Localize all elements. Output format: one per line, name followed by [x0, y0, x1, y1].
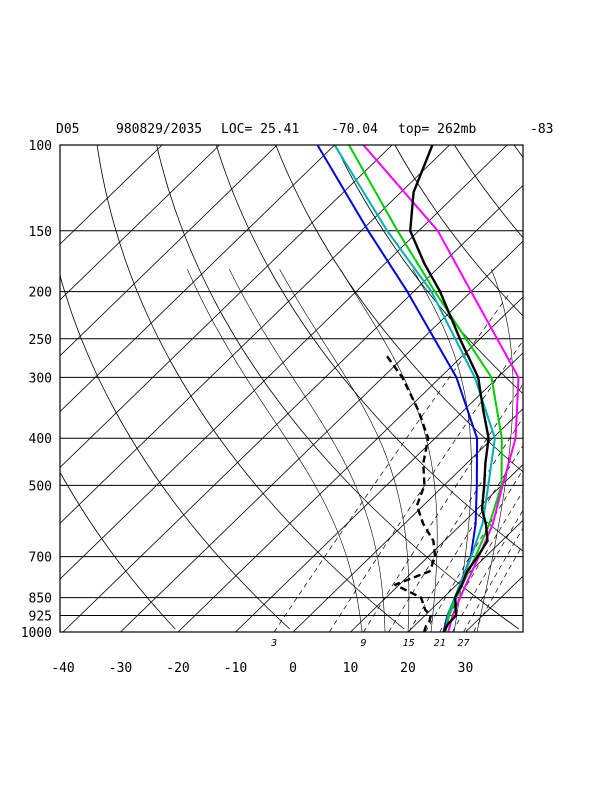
temperature-axis-labels: -40 -30 -20 -10 0 10 20 30: [51, 661, 473, 676]
temperature-tick-label: -40: [51, 661, 74, 676]
dry-adiabat-line: [394, 145, 523, 317]
dry-adiabat-line: [60, 274, 290, 630]
dry-adiabat-line: [215, 145, 523, 552]
mixing-ratio-label: 27: [457, 638, 469, 649]
isotherm-line: [292, 408, 523, 632]
mixing-ratio-line: [363, 383, 523, 632]
pressure-tick-label: 700: [29, 551, 52, 566]
temperature-tick-label: 20: [400, 661, 416, 676]
dry-adiabat-line: [60, 471, 176, 630]
dry-adiabat-line: [156, 145, 520, 630]
series-line-1: [385, 354, 437, 632]
sounding-series: [316, 145, 520, 632]
plot-border: [59, 144, 524, 633]
moist-adiabat-line: [476, 269, 514, 632]
mixing-ratio-line: [408, 444, 523, 632]
temperature-tick-label: 0: [289, 661, 297, 676]
moist-adiabat-line: [229, 269, 386, 632]
mixing-ratio-line: [425, 469, 523, 632]
dry-adiabat-line: [513, 145, 523, 158]
dry-adiabat-line: [334, 145, 523, 395]
mixing-ratio-label: 9: [361, 638, 367, 649]
isotherm-line: [235, 352, 523, 632]
series-line-3: [333, 145, 496, 632]
isotherm-line: [177, 296, 523, 632]
temperature-tick-label: 30: [458, 661, 474, 676]
mixing-ratio-line: [388, 417, 523, 632]
moist-adiabat-line: [187, 269, 363, 632]
isotherm-line: [522, 631, 523, 632]
temperature-tick-label: 10: [343, 661, 359, 676]
isotherm-line: [465, 575, 523, 632]
dry-adiabat-line: [275, 145, 523, 473]
isotherm-line: [60, 145, 278, 357]
isotherm-line: [60, 145, 220, 301]
isotherm-line: [60, 145, 335, 413]
header-extra: -83: [530, 122, 553, 137]
series-line-5: [362, 145, 520, 632]
isotherm-line: [60, 145, 163, 245]
pressure-tick-label: 850: [29, 592, 52, 607]
header-station: D05: [56, 122, 79, 137]
thermo-grid: [60, 145, 612, 632]
isotherm-line: [120, 240, 523, 632]
isotherm-line: [62, 184, 523, 632]
header-longitude: -70.04: [331, 122, 378, 137]
header-top: top= 262mb: [398, 122, 476, 137]
pressure-tick-label: 925: [29, 610, 52, 625]
pressure-tick-label: 500: [29, 479, 52, 494]
pressure-tick-label: 1000: [21, 626, 52, 641]
mixing-ratio-line: [439, 490, 523, 632]
dry-adiabat-line: [96, 145, 405, 630]
isotherm-line: [60, 145, 393, 468]
isotherm-line: [60, 145, 450, 524]
moist-adiabat-line: [279, 269, 410, 632]
mixing-ratio-label: 21: [434, 638, 446, 649]
isotherm-line: [581, 145, 612, 632]
dry-adiabat-line: [574, 145, 612, 629]
mixing-ratio-label: 15: [403, 638, 415, 649]
pressure-tick-label: 250: [29, 333, 52, 348]
temperature-tick-label: -30: [109, 661, 132, 676]
pressure-tick-label: 200: [29, 286, 52, 301]
series-line-2: [316, 145, 479, 632]
mixing-ratio-label: 3: [270, 638, 277, 649]
header-datetime: 980829/2035: [116, 122, 202, 137]
dry-adiabat-line: [454, 145, 523, 239]
header-location: LOC= 25.41: [221, 122, 299, 137]
pressure-tick-label: 150: [29, 225, 52, 240]
pressure-tick-label: 100: [29, 139, 52, 154]
isotherm-line: [407, 519, 523, 632]
mixing-ratio-line: [273, 291, 512, 632]
series-line-4: [348, 145, 503, 632]
isotherm-line: [60, 145, 508, 580]
temperature-tick-label: -20: [166, 661, 189, 676]
plot-frame: [59, 144, 524, 633]
mixing-ratio-labels: 3 9 15 21 27: [270, 638, 469, 649]
series-line-0: [409, 145, 490, 632]
mixing-ratio-line: [329, 340, 523, 632]
pressure-tick-label: 400: [29, 432, 52, 447]
pressure-tick-label: 300: [29, 371, 52, 386]
temperature-tick-label: -10: [224, 661, 247, 676]
chart-header: D05 980829/2035 LOC= 25.41 -70.04 top= 2…: [56, 122, 553, 137]
